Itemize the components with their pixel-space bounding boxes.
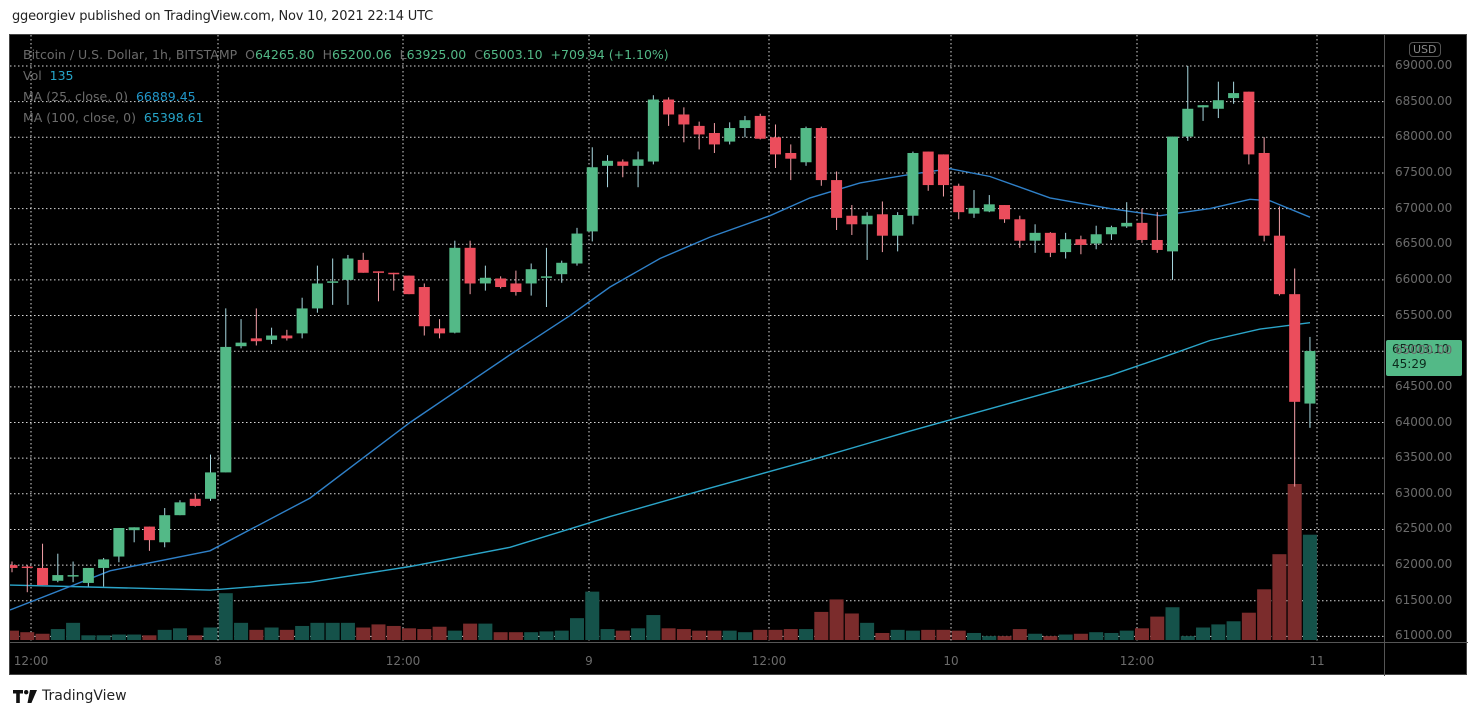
bar-countdown: 45:29 — [1392, 357, 1427, 371]
price-tick: 61500.00 — [1395, 592, 1453, 607]
chart-frame: Bitcoin / U.S. Dollar, 1h, BITSTAMP O642… — [9, 34, 1468, 676]
tradingview-logo-icon — [13, 689, 37, 703]
time-tick: 12:00 — [13, 654, 49, 668]
last-price-label: 65003.10 45:29 — [1386, 340, 1462, 376]
price-tick: 62500.00 — [1395, 521, 1453, 536]
time-tick: 12:00 — [385, 654, 421, 668]
price-axis[interactable]: USD 65003.10 45:29 69000.00 68500.00 68000… — [1384, 35, 1468, 642]
chart-plot-area[interactable]: Bitcoin / U.S. Dollar, 1h, BITSTAMP O642… — [10, 35, 1384, 642]
footer-brand-text: TradingView — [42, 688, 127, 704]
legend-volume: 135 — [49, 68, 74, 83]
legend-volume-row[interactable]: Vol 135 — [23, 68, 74, 83]
legend-symbol[interactable]: Bitcoin / U.S. Dollar, 1h, BITSTAMP — [23, 47, 238, 62]
price-tick: 61000.00 — [1395, 628, 1453, 643]
time-tick: 12:00 — [1119, 654, 1155, 668]
legend-ma100-row[interactable]: MA (100, close, 0) 65398.61 — [23, 110, 204, 125]
price-tick: 66000.00 — [1395, 271, 1453, 286]
price-tick: 63500.00 — [1395, 450, 1453, 465]
price-tick: 65000.00 — [1395, 343, 1453, 358]
legend-open: 64265.80 — [254, 47, 315, 62]
time-tick: 9 — [585, 654, 593, 668]
time-tick: 12:00 — [751, 654, 787, 668]
legend-close: 65003.10 — [482, 47, 543, 62]
time-tick: 11 — [1309, 654, 1325, 668]
price-tick: 64000.00 — [1395, 414, 1453, 429]
legend-ohlc-row: Bitcoin / U.S. Dollar, 1h, BITSTAMP O642… — [23, 47, 669, 62]
chart-legend: Bitcoin / U.S. Dollar, 1h, BITSTAMP O642… — [23, 44, 669, 128]
time-tick: 8 — [214, 654, 222, 668]
legend-high: 65200.06 — [332, 47, 392, 62]
axis-corner — [1384, 642, 1468, 676]
price-tick: 63000.00 — [1395, 485, 1453, 500]
price-tick: 67000.00 — [1395, 200, 1453, 215]
footer-brand: TradingView — [13, 688, 127, 704]
price-tick: 68500.00 — [1395, 93, 1453, 108]
published-line: ggeorgiev published on TradingView.com, … — [12, 9, 433, 24]
legend-ma25-row[interactable]: MA (25, close, 0) 66889.45 — [23, 89, 196, 104]
legend-ma25-value: 66889.45 — [135, 89, 196, 104]
price-tick: 65500.00 — [1395, 307, 1453, 322]
time-tick: 10 — [943, 654, 959, 668]
price-tick: 64500.00 — [1395, 378, 1453, 393]
legend-ma100-value: 65398.61 — [143, 110, 204, 125]
legend-low: 63925.00 — [406, 47, 467, 62]
currency-badge[interactable]: USD — [1409, 42, 1441, 57]
price-tick: 62000.00 — [1395, 557, 1453, 572]
time-axis[interactable]: 12:00 8 12:00 9 12:00 10 12:00 11 — [10, 642, 1384, 676]
price-tick: 67500.00 — [1395, 164, 1453, 179]
price-tick: 69000.00 — [1395, 58, 1453, 72]
price-tick: 68000.00 — [1395, 129, 1453, 144]
price-tick: 66500.00 — [1395, 236, 1453, 251]
legend-change: +709.94 (+1.10%) — [550, 47, 669, 62]
candlestick-chart — [10, 35, 1384, 642]
